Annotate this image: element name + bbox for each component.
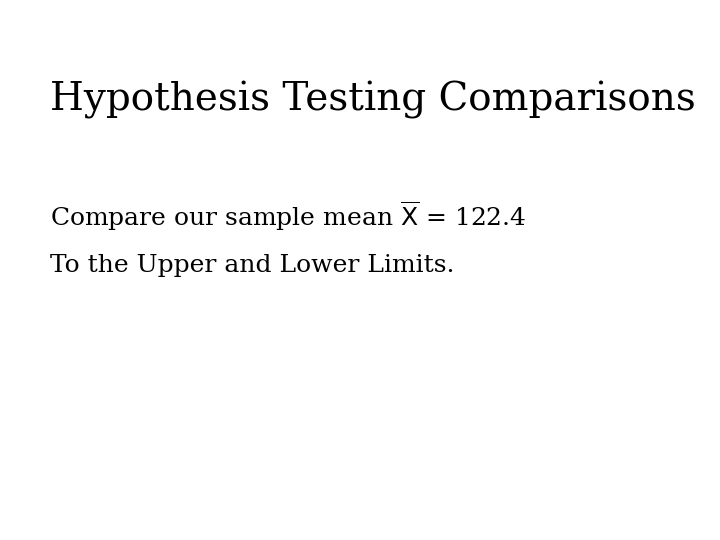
Text: To the Upper and Lower Limits.: To the Upper and Lower Limits.	[50, 254, 455, 277]
Text: Compare our sample mean $\overline{\rm X}$ = 122.4: Compare our sample mean $\overline{\rm X…	[50, 200, 527, 233]
Text: Hypothesis Testing Comparisons: Hypothesis Testing Comparisons	[50, 81, 696, 119]
